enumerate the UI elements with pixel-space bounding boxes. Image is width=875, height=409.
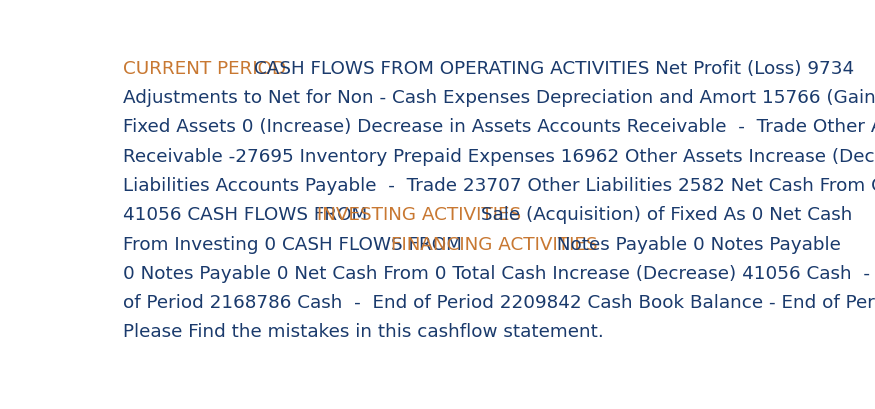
Text: Liabilities Accounts Payable  -  Trade 23707 Other Liabilities 2582 Net Cash Fro: Liabilities Accounts Payable - Trade 237… <box>123 177 875 195</box>
Text: INVESTING ACTIVITIES: INVESTING ACTIVITIES <box>317 206 522 224</box>
Text: Notes Payable 0 Notes Payable: Notes Payable 0 Notes Payable <box>550 235 840 253</box>
Text: 0 Notes Payable 0 Net Cash From 0 Total Cash Increase (Decrease) 41056 Cash  -  : 0 Notes Payable 0 Net Cash From 0 Total … <box>123 264 875 282</box>
Text: Fixed Assets 0 (Increase) Decrease in Assets Accounts Receivable  -  Trade Other: Fixed Assets 0 (Increase) Decrease in As… <box>123 118 875 136</box>
Text: CURRENT PERIOD: CURRENT PERIOD <box>123 60 292 78</box>
Text: of Period 2168786 Cash  -  End of Period 2209842 Cash Book Balance - End of Peri: of Period 2168786 Cash - End of Period 2… <box>123 293 875 311</box>
Text: Receivable -27695 Inventory Prepaid Expenses 16962 Other Assets Increase (Decrea: Receivable -27695 Inventory Prepaid Expe… <box>123 147 875 165</box>
Text: Adjustments to Net for Non - Cash Expenses Depreciation and Amort 15766 (Gain) L: Adjustments to Net for Non - Cash Expens… <box>123 89 875 107</box>
Text: Please Find the mistakes in this cashflow statement.: Please Find the mistakes in this cashflo… <box>123 323 604 340</box>
Text: CASH FLOWS FROM OPERATING ACTIVITIES Net Profit (Loss) 9734: CASH FLOWS FROM OPERATING ACTIVITIES Net… <box>255 60 854 78</box>
Text: 41056 CASH FLOWS FROM: 41056 CASH FLOWS FROM <box>123 206 374 224</box>
Text: FINANCING ACTIVITIES: FINANCING ACTIVITIES <box>390 235 597 253</box>
Text: Sale (Acquisition) of Fixed As 0 Net Cash: Sale (Acquisition) of Fixed As 0 Net Cas… <box>475 206 853 224</box>
Text: From Investing 0 CASH FLOWS FROM: From Investing 0 CASH FLOWS FROM <box>123 235 468 253</box>
